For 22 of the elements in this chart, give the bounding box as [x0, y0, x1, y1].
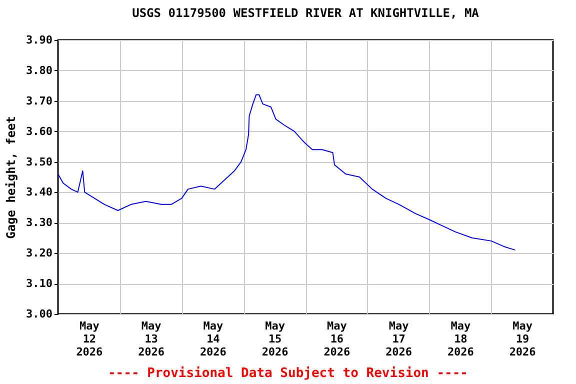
chart-title: USGS 01179500 WESTFIELD RIVER AT KNIGHTVILLE, MA	[132, 6, 480, 20]
y-tick-label: 3.80	[26, 64, 52, 77]
y-tick-label: 3.30	[26, 216, 52, 230]
y-tick-label: 3.00	[26, 308, 52, 320]
x-tick-label: May 15 2026	[262, 320, 289, 358]
y-tick-label: 3.10	[26, 277, 52, 290]
x-tick-label: May 13 2026	[138, 320, 165, 358]
y-tick-label: 3.20	[26, 246, 52, 260]
y-tick-label: 3.50	[26, 155, 52, 168]
x-tick-label: May 19 2026	[509, 320, 536, 358]
line-series	[58, 94, 516, 251]
y-tick-label: 3.90	[26, 34, 52, 46]
y-tick-label: 3.70	[26, 94, 52, 108]
text: ---- Provisional Data Subject to Revision ----	[106, 366, 470, 381]
y-tick-label: 3.60	[26, 124, 52, 138]
x-tick-label: May 16 2026	[324, 320, 351, 358]
y-tick-label: 3.40	[26, 186, 52, 199]
x-tick-label: May 17 2026	[386, 320, 412, 358]
x-tick-label: May 18 2026	[447, 320, 474, 358]
y-axis-title: Gage height, feet	[4, 116, 18, 239]
x-tick-label: May 14 2026	[200, 320, 227, 358]
x-tick-label: May 12 2026	[76, 320, 104, 358]
